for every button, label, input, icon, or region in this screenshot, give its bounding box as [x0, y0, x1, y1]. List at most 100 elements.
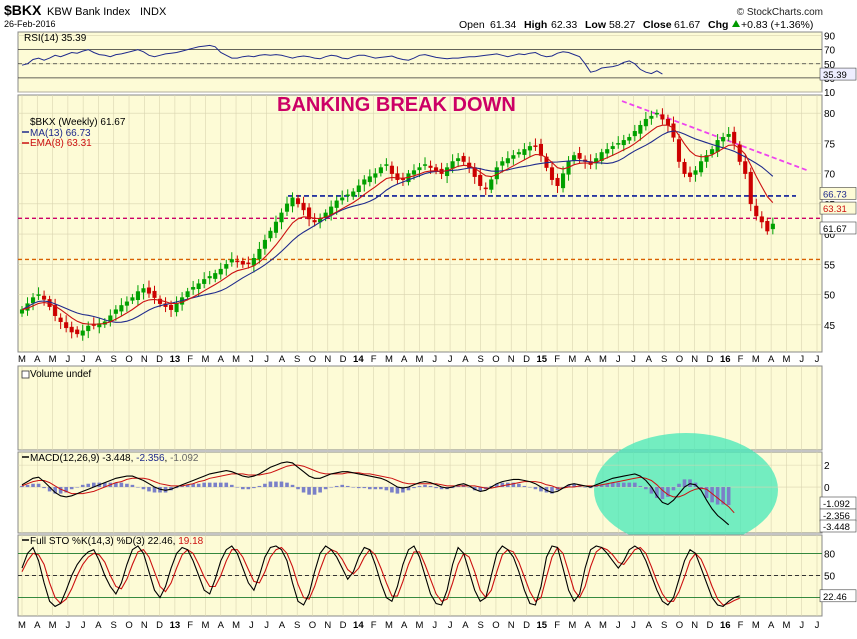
price-x-tick-label: J [264, 354, 269, 365]
bottom-x-tick-label: J [249, 620, 254, 631]
price-x-tick-label: M [599, 354, 607, 365]
candle-body [185, 291, 190, 298]
price-x-tick-label: O [492, 354, 499, 365]
candle-body [53, 304, 58, 316]
candle-body [42, 295, 47, 300]
ema8-line [21, 124, 774, 325]
macd-histogram-bar [494, 483, 499, 488]
macd-histogram-bar [196, 483, 201, 488]
macd-histogram-bar [351, 487, 356, 488]
bottom-x-tick-label: O [125, 620, 132, 631]
bottom-x-tick-label: A [95, 620, 102, 631]
price-x-tick-label: J [799, 354, 804, 365]
candle-body [312, 220, 317, 223]
candle-body [478, 174, 483, 186]
candle-body [748, 171, 753, 205]
macd-histogram-bar [644, 487, 648, 490]
price-tick-label: 50 [824, 291, 836, 302]
stochastic-tick-label: 80 [824, 549, 836, 560]
price-x-tick-label: N [508, 354, 515, 365]
macd-histogram-bar [649, 487, 654, 494]
candle-body [522, 149, 527, 155]
bottom-x-tick-label: J [815, 620, 820, 631]
macd-histogram-bar [528, 487, 532, 488]
price-x-tick-label: D [156, 354, 163, 365]
macd-histogram-bar [710, 487, 714, 503]
security-name: KBW Bank Index [47, 6, 131, 18]
macd-histogram-bar [75, 487, 80, 488]
bottom-x-tick-label: O [309, 620, 316, 631]
bottom-x-tick-label: A [768, 620, 775, 631]
price-x-tick-label: A [585, 354, 592, 365]
bottom-x-tick-label: S [111, 620, 117, 631]
macd-histogram-bar [114, 482, 118, 488]
candle-body [69, 326, 74, 333]
price-x-tick-label: D [340, 354, 347, 365]
macd-histogram-bar [671, 487, 676, 491]
bottom-x-tick-label: J [448, 620, 453, 631]
candle-body [367, 176, 372, 183]
macd-histogram-bar [130, 484, 135, 488]
bottom-x-tick-label: J [432, 620, 437, 631]
candle-body [251, 258, 256, 266]
candle-body [422, 164, 428, 166]
rsi-background [17, 31, 823, 93]
bottom-x-tick-label: D [340, 620, 347, 631]
candle-body [616, 143, 621, 145]
price-tag-ma13-box [819, 187, 857, 200]
candle-body [284, 203, 290, 212]
macd-histogram-bar [285, 482, 289, 488]
chart-header: $BKX KBW Bank Index INDX 26-Feb-2016 Ope… [4, 2, 823, 31]
candle-body [307, 207, 312, 220]
macd-histogram-bar [456, 485, 460, 488]
candle-body [704, 155, 709, 162]
macd-histogram-bar [616, 482, 621, 488]
price-x-tick-label: S [661, 354, 667, 365]
price-tag-ema8-box [819, 201, 857, 215]
price-x-tick-label: S [111, 354, 117, 365]
macd-histogram-bar [86, 483, 91, 488]
candle-body [75, 329, 80, 335]
macd-histogram-bar [307, 487, 311, 495]
candle-body [445, 167, 450, 177]
price-x-tick-label: A [95, 354, 102, 365]
macd-tag-macd: -3.448 [823, 522, 850, 533]
candle-body [257, 248, 262, 260]
macd-panel: 2 0 -1.092-2.356-3.448 [17, 433, 857, 547]
candle-body [428, 165, 433, 168]
macd-histogram-bar [252, 487, 256, 489]
macd-histogram-bar [356, 487, 361, 489]
candle-body [240, 261, 245, 265]
price-x-tick-label: A [462, 354, 469, 365]
candle-body [224, 264, 229, 269]
bottom-x-tick-label: A [401, 620, 408, 631]
macd-histogram-bar [478, 487, 483, 492]
candle-body [516, 152, 521, 155]
candle-body [610, 146, 615, 149]
macd-histogram-bar [323, 487, 328, 490]
macd-histogram-bar [119, 482, 124, 488]
price-x-tick-label: 16 [720, 354, 731, 365]
high-label: High [524, 19, 547, 31]
bottom-x-tick-label: J [799, 620, 804, 631]
price-x-tick-label: O [309, 354, 316, 365]
macd-histogram-bar [655, 487, 659, 498]
price-x-tick-label: 15 [537, 354, 548, 365]
macd-histogram-bar [207, 482, 212, 488]
macd-histogram-bar [428, 485, 433, 488]
bottom-x-tick-label: A [279, 620, 286, 631]
candle-body [627, 137, 632, 141]
volume-title: Volume undef [30, 369, 91, 380]
candle-body [434, 167, 439, 171]
macd-histogram-bar [450, 487, 455, 489]
price-x-tick-label: J [65, 354, 70, 365]
macd-histogram-bar [368, 487, 372, 490]
price-x-tick-label: J [432, 354, 437, 365]
macd-histogram-bar [334, 485, 339, 488]
macd-histogram-bar [417, 485, 422, 488]
candle-body [549, 167, 555, 180]
highlight-ellipse [594, 433, 778, 547]
macd-histogram-bar [423, 484, 427, 488]
bottom-x-tick-label: M [599, 620, 607, 631]
price-x-tick-label: D [523, 354, 530, 365]
